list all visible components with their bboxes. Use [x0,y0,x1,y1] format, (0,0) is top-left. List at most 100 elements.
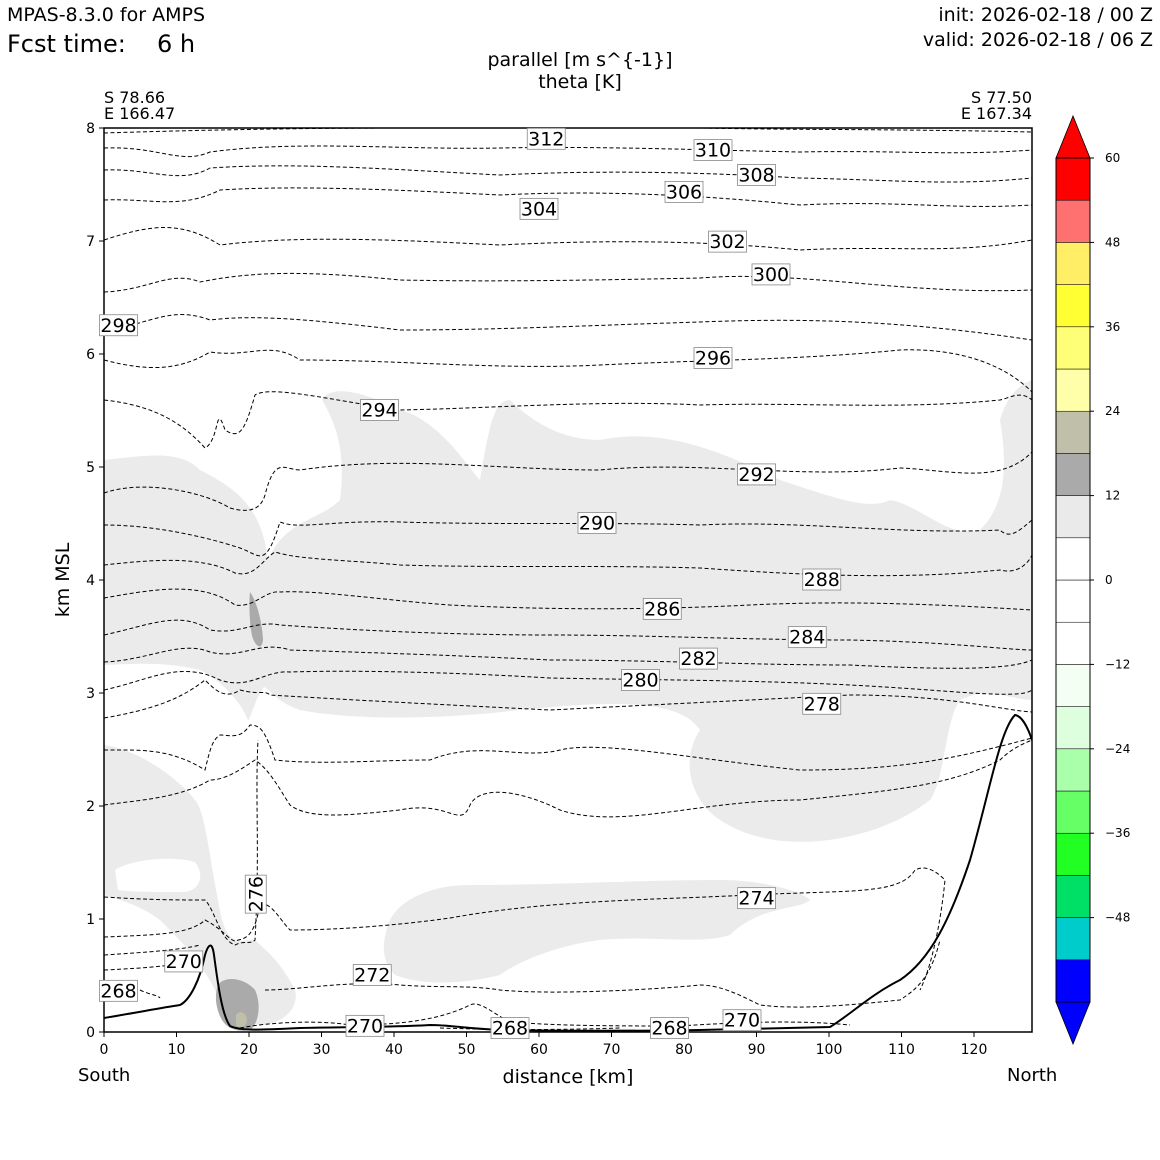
colorbar-segment-7 [1055,664,1091,707]
chart-title: parallel [m s^{-1}] [487,49,673,71]
colorbar-segment-8 [1055,621,1091,665]
theta-label-18: 276 [244,874,267,914]
x-tick-label-3: 30 [313,1042,331,1058]
colorbar-segment-1 [1055,917,1091,961]
theta-label-box-18 [244,874,267,914]
theta-label-23: 270 [722,1009,762,1032]
x-tick-label-11: 110 [888,1042,915,1058]
theta-contour-12 [104,588,1032,611]
plot-area [104,128,1032,1032]
theta-label-26: 268 [650,1017,689,1040]
init-time: init: 2026-02-18 / 00 Z [938,4,1153,26]
colorbar-segment-16 [1055,284,1091,328]
x-tick-label-2: 20 [240,1042,258,1058]
theta-contour-4 [104,227,1032,251]
theta-label-text-19: 274 [738,888,774,910]
colorbar-segment-14 [1055,368,1091,412]
theta-contour-labels: 312 310 308 306 304 302 300 298 296 294 292 290 288 2… [99,127,842,1040]
south-label: South [78,1065,131,1086]
theta-contour-6 [104,314,1032,341]
fcst-time-value: 6 h [157,30,196,58]
colorbar-tick-label-1: 48 [1105,235,1120,249]
theta-label-2: 308 [737,164,776,186]
theta-contour-8 [104,391,1032,449]
theta-label-text-25: 268 [492,1018,528,1040]
theta-label-box-2 [737,164,776,186]
theta-label-text-9: 294 [361,400,397,422]
theta-label-box-11 [577,512,617,534]
colorbar-segment-5 [1055,748,1091,792]
theta-label-box-26 [650,1017,689,1040]
theta-label-box-3 [664,181,704,203]
colorbar-top-arrow [1055,114,1091,159]
theta-label-box-22 [345,1014,385,1037]
theta-label-box-7 [99,314,138,337]
theta-label-box-19 [737,887,776,910]
y-tick-label-6: 6 [86,347,95,363]
theta-label-5: 302 [708,230,747,253]
theta-contour-16 [104,679,1032,719]
x-tick-label-5: 50 [458,1042,476,1058]
colorbar-segment-0 [1055,959,1091,1003]
left-end-lat: S 78.66 [104,88,166,107]
colorbar-segment-12 [1055,453,1091,496]
colorbar-tick-label-2: 36 [1105,320,1120,334]
colorbar-bottom-arrow [1055,1001,1091,1046]
colorbar-segment-3 [1055,832,1091,876]
north-label: North [1007,1065,1058,1086]
x-tick-label-1: 10 [168,1042,186,1058]
theta-label-box-10 [737,463,776,486]
y-tick-label-3: 3 [86,686,95,702]
theta-contour-3 [104,187,1032,207]
theta-contour-19 [104,739,259,946]
colorbar-segment-11 [1055,495,1091,539]
x-tick-label-0: 0 [100,1042,109,1058]
colorbar-segment-2 [1055,875,1091,918]
theta-label-box-16 [621,669,660,691]
theta-label-box-9 [360,399,399,421]
theta-contour-10 [104,519,1032,557]
theta-contour-23 [264,939,941,1008]
theta-label-text-5: 302 [709,231,745,253]
colorbar-tick-label-0: 60 [1105,151,1120,165]
theta-label-13: 286 [642,597,682,620]
theta-contour-15 [104,670,1032,695]
theta-contour-5 [104,272,1032,293]
theta-label-0: 312 [526,127,566,150]
theta-label-15: 282 [679,647,718,670]
theta-label-10: 292 [737,463,776,486]
theta-label-text-11: 290 [579,513,615,535]
theta-contour-13 [104,619,1032,651]
theta-label-text-0: 312 [528,128,564,150]
theta-label-text-2: 308 [738,164,774,186]
theta-label-text-13: 286 [644,598,680,620]
theta-label-4: 304 [519,197,559,220]
theta-label-text-8: 296 [695,348,731,370]
theta-label-text-15: 282 [680,648,716,670]
colorbar-tick-label-3: 24 [1105,404,1120,418]
theta-label-11: 290 [577,512,617,535]
colorbar-segment-10 [1055,537,1091,581]
y-tick-label-7: 7 [86,234,95,250]
y-tick-label-5: 5 [86,460,95,476]
colorbar-segment-13 [1055,410,1091,454]
theta-label-19: 274 [737,887,776,910]
theta-label-7: 298 [99,314,138,337]
theta-label-text-17: 278 [804,693,840,715]
theta-label-text-12: 288 [804,569,840,591]
theta-label-text-20: 272 [354,965,390,987]
theta-contour-26 [439,1027,621,1030]
left-end-lon: E 166.47 [104,104,176,123]
y-tick-label-2: 2 [86,799,95,815]
theta-contour-11 [104,551,1032,577]
theta-label-text-4: 304 [521,198,557,220]
colorbar-segment-17 [1055,242,1091,285]
shade-dark-1 [249,592,263,647]
colorbar-segment-18 [1055,199,1091,243]
fcst-time-label: Fcst time: [7,30,126,58]
theta-label-box-23 [722,1009,762,1032]
colorbar-segment-4 [1055,790,1091,834]
theta-contour-1 [104,145,1032,158]
theta-label-text-18: 276 [245,876,267,912]
